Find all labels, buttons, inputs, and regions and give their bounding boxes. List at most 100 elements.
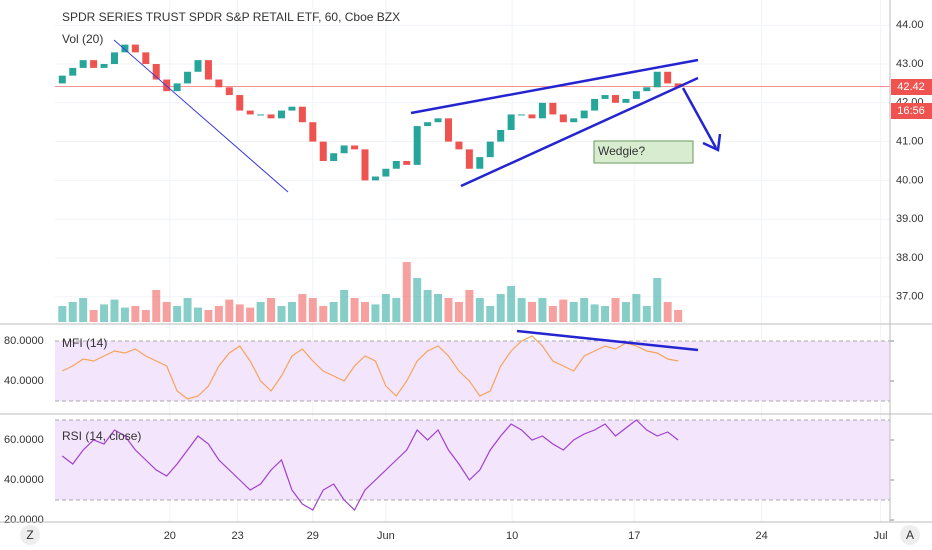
marks: 20 23 29 Jun 10 17 24 Jul 37.00 38.00 39.00 40.00 41… — [4, 19, 924, 542]
candle — [194, 60, 202, 72]
volume-bar — [475, 298, 484, 322]
zoom-icon[interactable]: Z — [26, 528, 33, 542]
candle — [100, 64, 108, 68]
mfi-label: MFI (14) — [62, 336, 107, 350]
last-price: 42.42 — [897, 81, 925, 93]
candle — [204, 60, 212, 80]
candle — [424, 122, 432, 127]
candle — [434, 118, 442, 123]
volume-bar — [246, 307, 255, 322]
candle — [246, 110, 254, 115]
candle — [288, 106, 296, 111]
volume-bar — [298, 294, 307, 322]
volume-bar — [423, 290, 432, 322]
panes — [55, 0, 890, 522]
candle — [622, 98, 630, 103]
candle — [591, 98, 599, 111]
candle — [538, 102, 546, 119]
volume-bar — [319, 306, 328, 322]
candle — [653, 71, 661, 88]
y-tick-label: 60.0000 — [4, 434, 44, 446]
candle — [330, 153, 338, 161]
auto-scale-icon[interactable]: A — [906, 528, 914, 542]
rsi-label: RSI (14, close) — [62, 429, 141, 443]
volume-bar — [287, 302, 296, 322]
candle — [215, 79, 223, 88]
x-tick-label: 20 — [164, 530, 176, 542]
y-tick-label: 39.00 — [896, 213, 924, 225]
candle — [580, 110, 588, 119]
candle — [570, 118, 578, 123]
volume-bar — [152, 290, 161, 322]
volume-bar — [235, 304, 244, 322]
volume-bar — [527, 302, 536, 322]
candle — [486, 141, 494, 158]
volume-bar — [569, 302, 578, 322]
volume-bar — [256, 302, 265, 322]
volume-bar — [392, 298, 401, 322]
countdown-box — [891, 103, 932, 119]
volume-bar — [214, 306, 223, 322]
volume-bar — [141, 310, 150, 322]
volume-bar — [413, 278, 422, 322]
candle — [601, 95, 609, 99]
candle — [559, 114, 567, 123]
candle — [184, 71, 192, 84]
candle — [90, 60, 98, 68]
volume-bar — [225, 299, 234, 322]
volume-bar — [68, 302, 77, 322]
candle — [674, 83, 682, 88]
arrow — [681, 87, 722, 152]
countdown: 16:56 — [897, 105, 925, 117]
candle — [413, 126, 421, 165]
volume-bar — [465, 290, 474, 322]
mfi-line — [62, 335, 679, 400]
candle — [152, 64, 160, 80]
candle — [58, 75, 66, 84]
candle — [340, 145, 348, 154]
candle — [497, 129, 505, 142]
x-tick-label: 23 — [232, 530, 244, 542]
y-tick-label: 43.00 — [896, 58, 924, 70]
volume-bar — [371, 304, 380, 322]
annotation: Wedgie? — [598, 144, 645, 158]
y-tick-label: 40.0000 — [4, 375, 44, 387]
volume-bar — [496, 294, 505, 322]
volume-bar — [350, 298, 359, 322]
y-tick-label: 37.00 — [896, 291, 924, 303]
volume-bar — [621, 302, 630, 322]
volume-bar — [663, 302, 672, 322]
volume-bar — [507, 286, 516, 322]
auto-scale-button[interactable] — [900, 525, 920, 545]
candle — [361, 149, 369, 181]
volume-bar — [402, 262, 411, 322]
candle — [643, 87, 651, 92]
volume-bar — [434, 294, 443, 322]
volume-bar — [308, 298, 317, 322]
volume-bar — [486, 306, 495, 322]
zoom-button[interactable] — [20, 525, 40, 545]
candle — [351, 145, 359, 150]
volume-bar — [173, 306, 182, 322]
chart-title: SPDR SERIES TRUST SPDR S&P RETAIL ETF, 6… — [62, 10, 400, 24]
volume-bar — [329, 302, 338, 322]
volume-label: Vol (20) — [62, 32, 103, 46]
volume-bar — [204, 310, 213, 322]
volume-bar — [653, 278, 662, 322]
volume-bar — [559, 299, 568, 322]
trend-line — [460, 76, 699, 188]
candle — [476, 157, 484, 169]
volume-bar — [674, 310, 683, 322]
last-price-box — [891, 79, 932, 95]
volume-bar — [89, 310, 98, 322]
y-tick-label: 38.00 — [896, 252, 924, 264]
x-tick-label: 10 — [506, 530, 518, 542]
volume-bar — [454, 302, 463, 322]
x-tick-label: Jun — [377, 530, 395, 542]
candle — [371, 176, 379, 181]
y-tick-label: 20.0000 — [4, 514, 44, 526]
candle — [267, 114, 275, 119]
rsi-band — [55, 420, 890, 500]
candle — [309, 122, 317, 142]
candle — [528, 114, 536, 119]
